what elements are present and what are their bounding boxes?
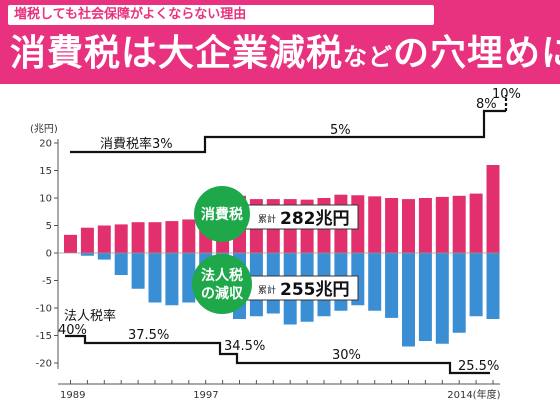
consumption-tax-5-label: 5%: [330, 123, 351, 138]
bar-corporate-1991: [97, 253, 111, 260]
x-tick-label-1989: 1989: [60, 390, 85, 401]
bar-consumption-1992: [114, 224, 128, 253]
bar-corporate-2009: [402, 253, 415, 347]
bar-consumption-1995: [165, 221, 179, 253]
callout-consumption-amount: 282兆円: [280, 209, 350, 229]
bar-corporate-2012: [452, 253, 466, 333]
y-tick-label: 20: [39, 139, 52, 150]
callout-corporate-prefix: 累計: [258, 284, 276, 296]
bar-corporate-1993: [131, 253, 145, 289]
bar-consumption-2009: [402, 199, 415, 253]
bar-consumption-2010: [418, 198, 432, 253]
y-tick-label: 15: [39, 166, 52, 177]
consumption-tax-10-label: 10%: [492, 87, 521, 102]
corporate-tax-rate-25-5: 25.5%: [458, 359, 499, 374]
bar-consumption-1996: [182, 219, 196, 253]
bar-corporate-2007: [368, 253, 382, 311]
y-tick-label: -10: [36, 304, 52, 315]
consumption-tax-label: 消費税率3%: [100, 136, 173, 152]
corporate-tax-rate-40: 40%: [58, 323, 87, 338]
bar-consumption-1993: [131, 222, 145, 253]
axes: (兆円) 20 15 10 5 0 -5 -10 -15 -20 1989 1997 2014(年度): [30, 123, 501, 401]
bar-consumption-1990: [80, 227, 94, 253]
corporate-tax-rate-30: 30%: [332, 348, 361, 363]
bar-consumption-2012: [452, 195, 466, 253]
bar-corporate-2013: [469, 253, 483, 317]
bar-consumption-1989: [64, 234, 77, 253]
consumption-tax-rate-line: [70, 109, 506, 154]
title-banner: 増税しても社会保障がよくならない理由 消費税は大企業減税などの穴埋めに: [0, 0, 560, 84]
badge-corporate-line1: 法人税: [201, 267, 243, 284]
y-tick-label: -5: [42, 276, 52, 287]
callout-corporate-amount: 255兆円: [280, 280, 350, 300]
callout-box-consumption: [231, 204, 359, 230]
bar-corporate-2008: [385, 253, 399, 318]
corporate-tax-rate-line: [65, 334, 490, 375]
bar-corporate-1995: [165, 253, 179, 306]
corporate-tax-rate-37-5: 37.5%: [128, 328, 169, 343]
bar-corporate-2010: [418, 253, 432, 341]
badge-consumption: [194, 186, 250, 242]
bar-consumption-2008: [385, 198, 399, 253]
corporate-tax-rate-34-5: 34.5%: [224, 339, 265, 354]
y-tick-label: -15: [36, 331, 52, 342]
title-small: など: [343, 43, 394, 71]
bar-consumption-1994: [148, 222, 162, 253]
badge-corporate: [192, 254, 252, 314]
bar-corporate-1992: [114, 253, 128, 275]
chart-panel: (兆円) 20 15 10 5 0 -5 -10 -15 -20 1989 1997 2014(年度) …: [0, 84, 560, 420]
bar-consumption-2011: [435, 196, 449, 253]
page-title: 消費税は大企業減税などの穴埋めに: [10, 28, 560, 80]
corporate-tax-title: 法人税率: [64, 308, 116, 324]
callout-consumption-prefix: 累計: [258, 213, 276, 225]
y-tick-label: -20: [36, 359, 52, 370]
badge-corporate-line2: の減収: [201, 285, 244, 302]
y-tick-label: 10: [39, 194, 52, 205]
x-tick-label-1997: 1997: [193, 390, 218, 401]
title-end: の穴埋めに: [393, 33, 560, 74]
bar-consumption-2007: [368, 196, 382, 253]
bar-corporate-1994: [148, 253, 162, 303]
bar-corporate-1996: [182, 253, 196, 303]
badge-consumption-label: 消費税: [201, 206, 243, 223]
bar-corporate-2014: [486, 253, 500, 319]
consumption-tax-8-label: 8%: [476, 97, 497, 112]
bar-consumption-1991: [97, 225, 111, 253]
y-tick-label: 0: [46, 249, 52, 260]
bars: [64, 165, 500, 347]
bar-consumption-2013: [469, 193, 483, 253]
bar-consumption-2014: [486, 165, 500, 253]
bar-corporate-1990: [80, 253, 94, 256]
subtitle: 増税しても社会保障がよくならない理由: [8, 5, 434, 25]
bar-corporate-2011: [435, 253, 449, 344]
y-tick-label: 5: [46, 221, 52, 232]
x-tick-label-2014: 2014(年度): [447, 388, 500, 401]
y-unit-label: (兆円): [30, 123, 58, 135]
title-main: 消費税は大企業減税: [10, 33, 344, 74]
